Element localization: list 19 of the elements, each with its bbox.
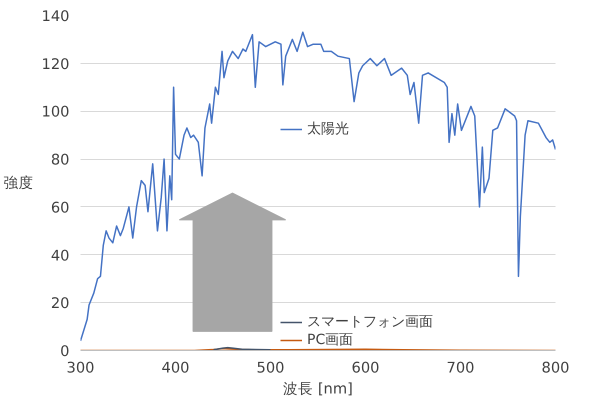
legend-label: PC画面 <box>307 331 354 349</box>
y-tick-label: 40 <box>50 247 70 264</box>
y-tick-label: 0 <box>60 343 70 360</box>
legend-label: 太陽光 <box>307 120 349 138</box>
x-tick-label: 500 <box>256 360 284 376</box>
x-tick-label: 300 <box>66 360 94 376</box>
x-tick-label: 600 <box>352 360 380 376</box>
y-tick-label: 100 <box>42 104 70 121</box>
x-tick-label: 700 <box>446 360 474 376</box>
y-tick-label: 20 <box>50 295 70 312</box>
y-tick-label: 60 <box>50 199 70 216</box>
x-axis-title: 波長 [nm] <box>283 380 353 398</box>
legend-label: スマートフォン画面 <box>307 313 433 331</box>
y-tick-label: 80 <box>50 152 70 169</box>
x-tick-label: 800 <box>542 360 570 376</box>
y-tick-label: 120 <box>42 56 70 73</box>
y-axis-title: 強度 <box>4 174 34 192</box>
x-tick-label: 400 <box>162 360 190 376</box>
y-tick-label: 140 <box>42 8 70 25</box>
